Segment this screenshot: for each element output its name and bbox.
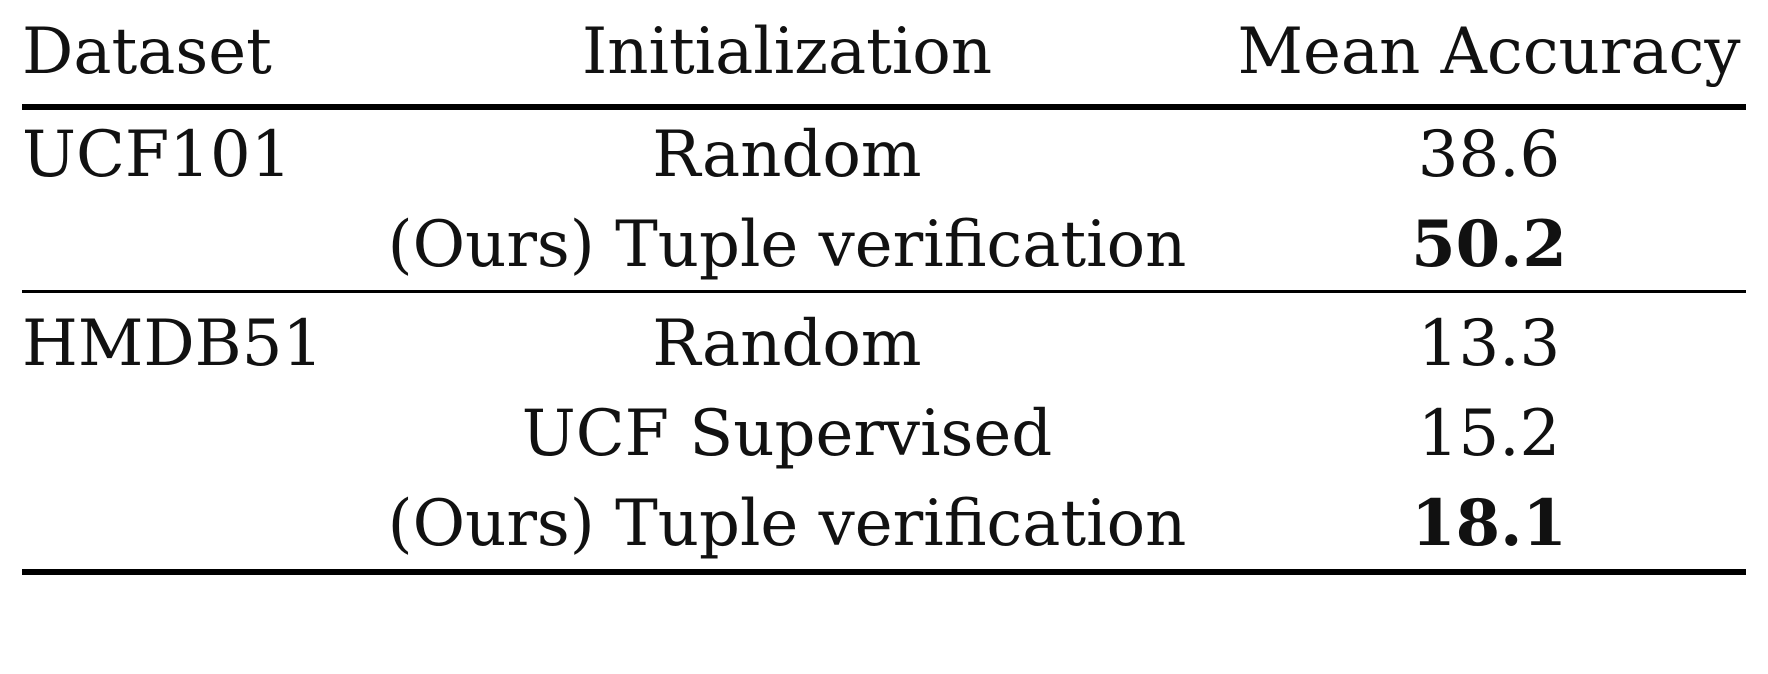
accuracy-cell: 13.3 — [1417, 307, 1561, 381]
table-row: UCF Supervised 15.2 — [22, 389, 1746, 479]
dataset-cell-empty — [22, 389, 342, 479]
accuracy-cell: 15.2 — [1417, 397, 1561, 471]
header-initialization: Initialization — [342, 0, 1232, 110]
accuracy-cell: 38.6 — [1417, 118, 1561, 192]
results-table-container: Dataset Initialization Mean Accuracy UCF… — [22, 0, 1746, 575]
table-row: HMDB51 Random 13.3 — [22, 292, 1746, 390]
table-row: (Ours) Tuple verification 18.1 — [22, 479, 1746, 575]
initialization-cell: (Ours) Tuple verification — [342, 200, 1232, 293]
table-body: UCF101 Random 38.6 (Ours) Tuple verifica… — [22, 107, 1746, 575]
accuracy-cell-best: 18.1 — [1232, 479, 1746, 575]
header-dataset: Dataset — [22, 0, 342, 110]
initialization-cell: UCF Supervised — [521, 397, 1053, 471]
accuracy-cell-best: 50.2 — [1232, 200, 1746, 293]
initialization-cell: (Ours) Tuple verification — [342, 479, 1232, 575]
results-table: Dataset Initialization Mean Accuracy UCF… — [22, 0, 1746, 575]
dataset-cell: UCF101 — [22, 118, 292, 192]
table-row: (Ours) Tuple verification 50.2 — [22, 200, 1746, 293]
table-header: Dataset Initialization Mean Accuracy — [22, 0, 1746, 110]
dataset-cell-empty — [22, 479, 342, 575]
header-row: Dataset Initialization Mean Accuracy — [22, 0, 1746, 110]
header-mean-accuracy: Mean Accuracy — [1232, 0, 1746, 110]
dataset-cell-empty — [22, 200, 342, 293]
initialization-cell: Random — [652, 307, 922, 381]
initialization-cell: Random — [652, 118, 922, 192]
dataset-cell: HMDB51 — [22, 307, 324, 381]
table-row: UCF101 Random 38.6 — [22, 107, 1746, 200]
